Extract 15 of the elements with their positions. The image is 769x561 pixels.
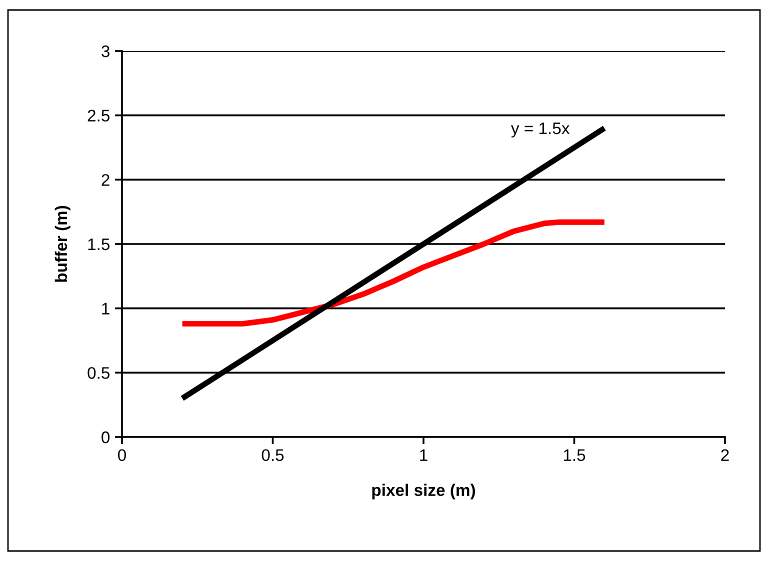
y-tick-label: 3: [102, 45, 110, 58]
y-tick-label: 2.5: [88, 110, 110, 122]
y-tick-label: 1: [102, 302, 110, 314]
y-tick-label: 0.5: [88, 367, 110, 379]
x-tick-label: 2: [721, 449, 729, 461]
y-tick-label: 0: [102, 431, 110, 444]
x-tick-label: 1: [420, 449, 428, 461]
y-tick-label: 2: [102, 174, 110, 186]
y-tick-label: 1.5: [88, 238, 110, 250]
x-tick-label: 1.5: [564, 449, 586, 462]
y-axis-title: buffer (m): [54, 206, 70, 282]
annotation: y = 1.5x: [510, 122, 570, 138]
x-tick-label: 0: [118, 449, 126, 462]
x-tick-label: 0.5: [262, 449, 284, 462]
x-axis-title: pixel size (m): [372, 484, 476, 500]
